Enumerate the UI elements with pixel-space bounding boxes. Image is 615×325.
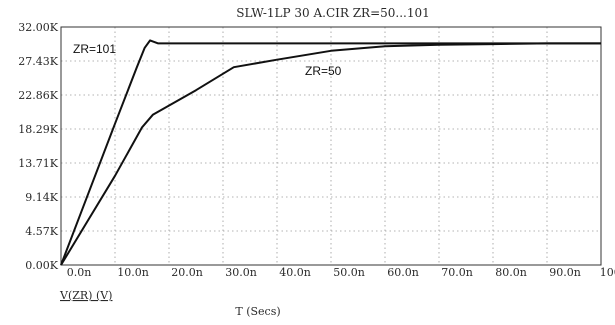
- y-axis-label: V(ZR) (V): [59, 289, 112, 302]
- grid: [61, 27, 601, 265]
- y-tick-label: 9.14K: [25, 191, 58, 204]
- x-tick-label: 10.0n: [117, 266, 149, 279]
- y-axis: 0.00K 4.57K 9.14K 13.71K 18.29K 22.86K 27.43K 3…: [18, 21, 58, 272]
- chart-title: SLW-1LP 30 A.CIR ZR=50...101: [236, 6, 430, 20]
- x-tick-label: 0.0n: [67, 266, 92, 279]
- x-tick-label: 70.0n: [441, 266, 473, 279]
- x-axis: 0.0n 10.0n 20.0n 30.0n 40.0n 50.0n 60.0n 70.0n 8…: [67, 266, 615, 279]
- series-label-zr50: ZR=50: [305, 64, 342, 78]
- x-tick-label: 60.0n: [387, 266, 419, 279]
- y-tick-label: 0.00K: [25, 259, 58, 272]
- y-tick-label: 27.43K: [18, 55, 58, 68]
- series-line-zr101: [60, 39, 601, 266]
- x-tick-label: 100.0n: [600, 266, 615, 279]
- series-group: [60, 39, 601, 266]
- y-tick-label: 4.57K: [25, 225, 58, 238]
- x-axis-label: T (Secs): [235, 305, 280, 318]
- series-line-zr50: [60, 42, 601, 266]
- x-tick-label: 80.0n: [495, 266, 527, 279]
- y-tick-label: 13.71K: [18, 157, 58, 170]
- x-tick-label: 30.0n: [225, 266, 257, 279]
- series-label-zr101: ZR=101: [73, 42, 116, 56]
- x-tick-label: 40.0n: [279, 266, 311, 279]
- plot-frame: [60, 26, 602, 266]
- y-tick-label: 22.86K: [18, 89, 58, 102]
- y-tick-label: 32.00K: [18, 21, 58, 34]
- x-tick-label: 50.0n: [333, 266, 365, 279]
- y-tick-label: 18.29K: [18, 123, 58, 136]
- x-tick-label: 20.0n: [171, 266, 203, 279]
- x-tick-label: 90.0n: [549, 266, 581, 279]
